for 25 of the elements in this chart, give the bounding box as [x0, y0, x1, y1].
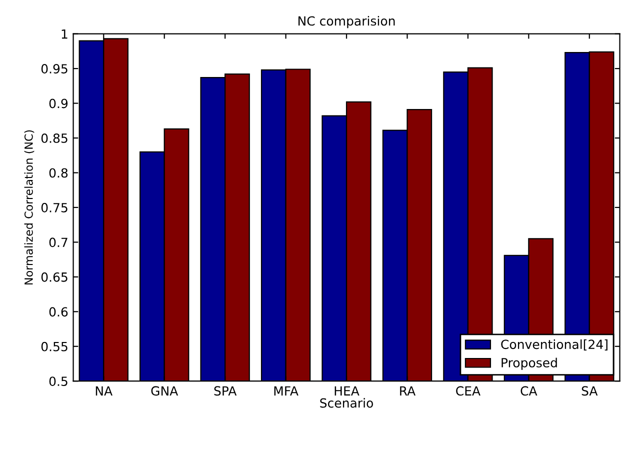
y-axis-title: Normalized Correlation (NC): [24, 130, 34, 284]
x-tick-label: HEA: [334, 386, 360, 396]
x-tick-label: MFA: [274, 386, 298, 396]
x-tick-label: RA: [400, 386, 416, 396]
y-tick-label: 1: [62, 29, 68, 39]
y-tick-label: 0.55: [41, 342, 68, 352]
chart-title: NC comparision: [298, 16, 395, 28]
y-tick-label: 0.8: [49, 168, 68, 178]
y-tick-label: 0.7: [49, 238, 68, 248]
x-tick-label: GNA: [151, 386, 178, 396]
y-tick-label: 0.5: [49, 376, 68, 386]
x-tick-label: NA: [96, 386, 112, 396]
legend-label: Conventional[24]: [501, 339, 608, 351]
y-tick-label: 0.9: [49, 98, 68, 108]
x-tick-label: CA: [520, 386, 538, 396]
y-tick-label: 0.65: [41, 272, 68, 282]
x-tick-label: SA: [582, 386, 598, 396]
y-tick-label: 0.75: [41, 202, 68, 212]
x-tick-label: CEA: [456, 386, 480, 396]
legend-label: Proposed: [502, 358, 557, 370]
x-tick-label: SPA: [214, 386, 237, 396]
x-axis-title: Scenario: [320, 398, 374, 408]
y-tick-label: 0.95: [41, 64, 68, 74]
y-tick-label: 0.85: [41, 133, 68, 143]
y-tick-label: 0.6: [49, 307, 68, 317]
